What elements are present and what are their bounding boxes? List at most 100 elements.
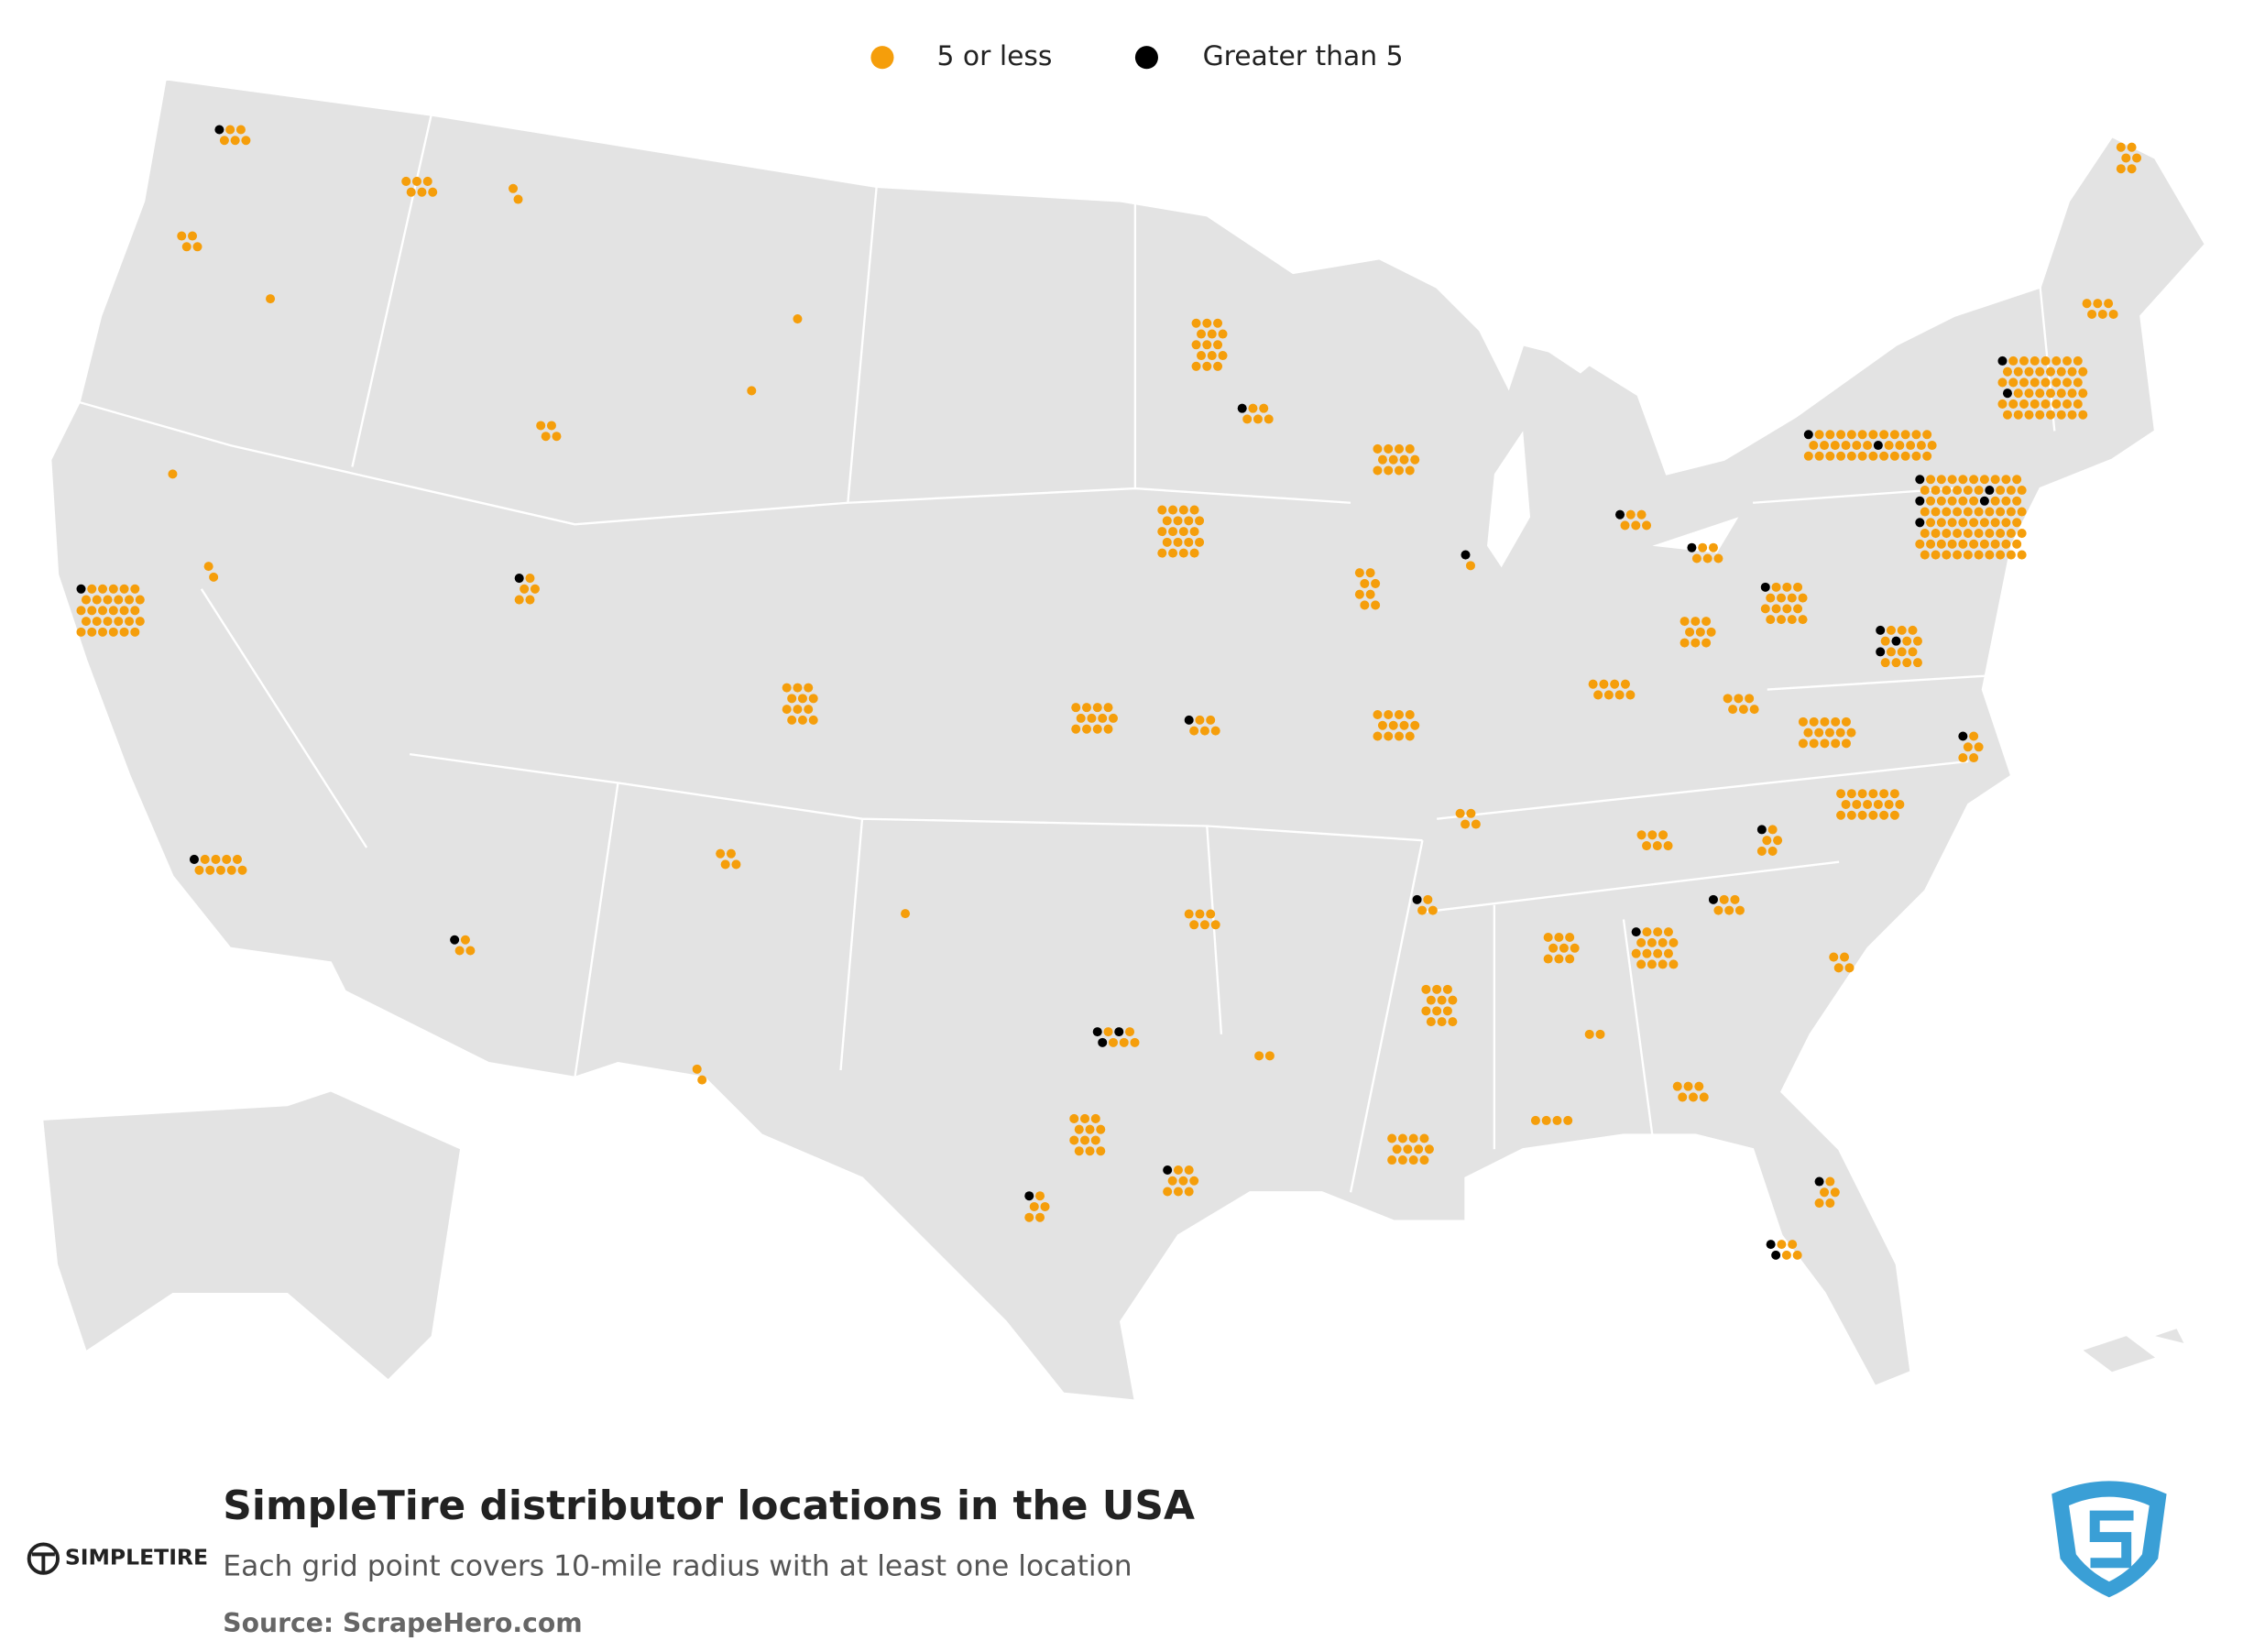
location-dot — [114, 595, 124, 605]
location-dot — [2104, 299, 2114, 309]
location-dot — [1915, 518, 1925, 528]
location-dot — [2062, 399, 2073, 409]
location-dot — [1394, 465, 1404, 476]
location-dot — [2093, 299, 2103, 309]
location-dot — [1963, 507, 1973, 517]
location-dot — [87, 606, 97, 616]
location-dot — [1958, 753, 1968, 763]
location-dot — [1074, 1146, 1084, 1156]
location-dot — [1926, 496, 1936, 506]
location-dot — [1723, 694, 1733, 704]
location-dot — [804, 683, 814, 693]
location-dot — [2078, 388, 2088, 399]
location-dot — [1195, 715, 1205, 725]
location-dot — [1076, 713, 1086, 723]
location-dot — [1184, 1187, 1194, 1197]
location-dot — [460, 935, 470, 945]
location-dot — [215, 865, 225, 875]
location-dot — [787, 694, 797, 704]
location-dot — [1426, 1017, 1436, 1027]
location-dot — [787, 715, 797, 725]
location-dot — [2030, 377, 2040, 388]
location-dot — [237, 865, 247, 875]
location-dot — [1685, 627, 1695, 637]
location-dot — [1771, 604, 1781, 614]
location-dot — [1658, 830, 1669, 840]
location-dot — [1876, 625, 1886, 635]
location-dot — [2078, 410, 2088, 420]
location-dot — [1926, 518, 1936, 528]
location-dot — [1920, 550, 1930, 560]
location-dot — [417, 187, 427, 197]
location-dot — [1423, 894, 1433, 904]
location-dot — [1963, 550, 1973, 560]
location-dot — [1103, 1027, 1113, 1037]
location-dot — [2013, 410, 2023, 420]
location-dot — [2062, 356, 2073, 366]
location-dot — [1191, 340, 1201, 350]
location-dot — [1884, 799, 1894, 809]
location-dot — [241, 136, 251, 146]
location-dot — [1803, 728, 1813, 738]
location-dot — [205, 865, 215, 875]
location-dot — [2006, 550, 2016, 560]
location-dot — [1886, 625, 1896, 635]
location-dot — [1781, 1250, 1791, 1260]
location-dot — [1371, 578, 1381, 588]
location-dot — [2073, 377, 2083, 388]
location-dot — [2056, 367, 2066, 377]
location-dot — [1889, 810, 1899, 820]
location-dot — [1615, 509, 1625, 520]
location-dot — [465, 946, 476, 956]
location-dot — [1653, 948, 1663, 958]
location-dot — [1081, 724, 1091, 734]
location-dot — [2001, 496, 2011, 506]
location-dot — [1541, 1115, 1551, 1125]
location-dot — [1388, 720, 1398, 730]
location-dot — [1196, 351, 1207, 361]
location-dot — [1424, 1144, 1434, 1154]
location-dot — [1695, 627, 1705, 637]
location-dot — [450, 935, 460, 945]
location-dot — [2082, 299, 2092, 309]
location-dot — [1873, 441, 1883, 451]
location-dot — [2012, 518, 2022, 528]
location-dot — [1680, 617, 1690, 627]
location-dot — [1749, 705, 1759, 715]
location-dot — [1788, 1240, 1798, 1250]
location-dot — [401, 176, 411, 186]
location-dot — [1782, 582, 1792, 592]
location-dot — [1889, 430, 1899, 440]
location-dot — [1092, 1027, 1102, 1037]
location-dot — [1599, 679, 1609, 689]
location-dot — [1090, 1113, 1100, 1123]
location-dot — [1080, 1113, 1090, 1123]
location-dot — [2002, 410, 2012, 420]
location-dot — [1756, 846, 1767, 856]
location-dot — [1979, 475, 1989, 485]
location-dot — [1708, 894, 1718, 904]
location-dot — [2012, 539, 2022, 549]
location-dot — [1820, 738, 1830, 749]
location-dot — [1891, 658, 1901, 668]
location-dot — [1868, 789, 1878, 799]
location-dot — [1902, 636, 1912, 646]
location-dot — [87, 627, 97, 637]
location-dot — [1466, 808, 1476, 818]
location-dot — [1620, 679, 1630, 689]
location-dot — [1259, 403, 1269, 413]
location-dot — [2035, 388, 2045, 399]
location-dot — [2017, 529, 2027, 539]
location-dot — [1825, 451, 1835, 461]
location-dot — [1189, 505, 1199, 515]
location-dot — [1687, 542, 1697, 552]
location-dot — [1857, 789, 1867, 799]
location-dot — [1647, 937, 1657, 947]
location-dot — [1814, 1198, 1824, 1209]
location-dot — [804, 705, 814, 715]
location-dot — [1787, 593, 1797, 603]
location-dot — [1448, 995, 1458, 1005]
location-dot — [1392, 1144, 1402, 1154]
location-dot — [1814, 728, 1824, 738]
location-dot — [1766, 593, 1776, 603]
